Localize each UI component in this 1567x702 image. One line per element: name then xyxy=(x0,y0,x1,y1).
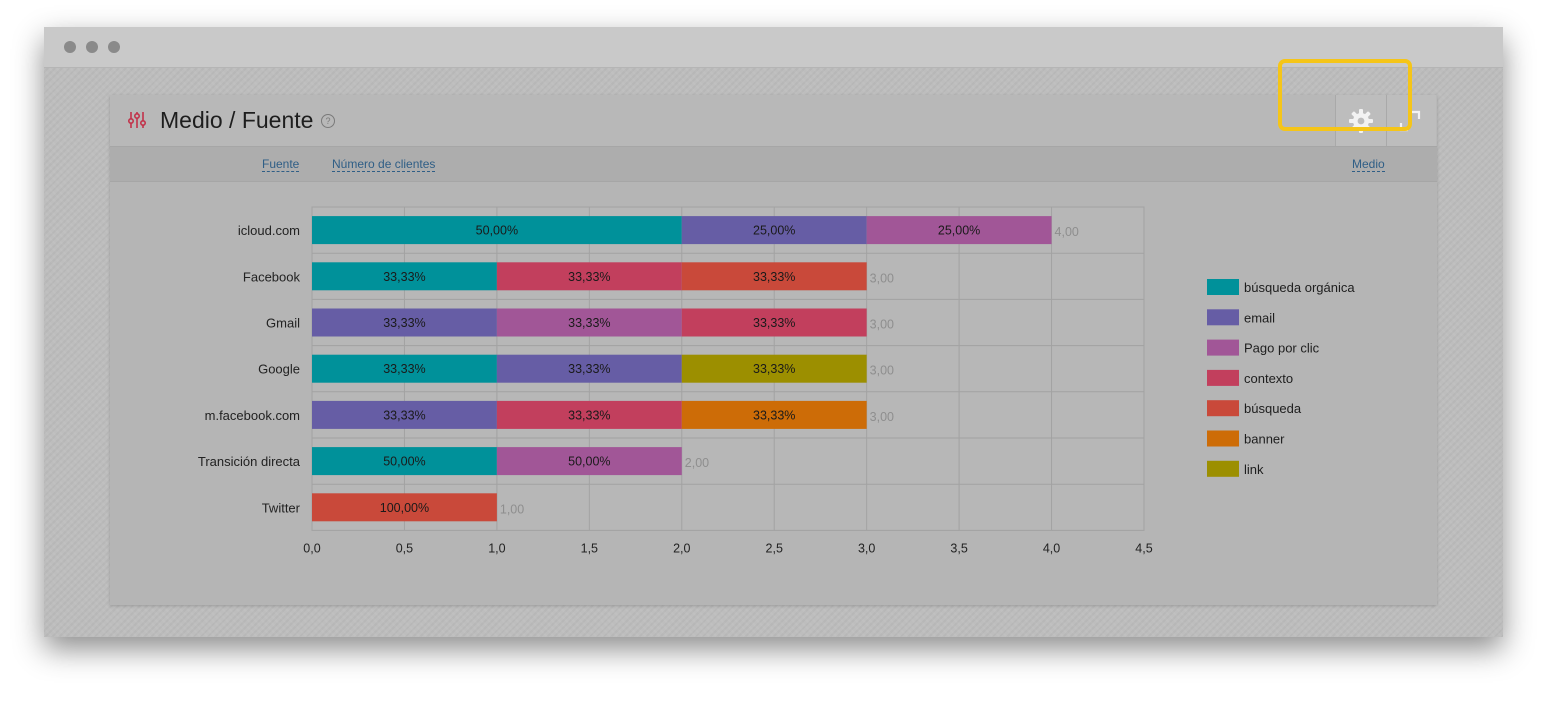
legend-label: contexto xyxy=(1244,371,1293,386)
x-tick-label: 3,0 xyxy=(858,541,875,555)
clients-metric-link[interactable]: Número de clientes xyxy=(332,157,436,172)
window-titlebar xyxy=(44,27,1503,68)
category-label: m.facebook.com xyxy=(205,408,300,423)
x-tick-label: 4,5 xyxy=(1135,541,1152,555)
bar-segment xyxy=(312,308,497,337)
category-label: icloud.com xyxy=(238,223,300,238)
stacked-bar-chart: 0,0 0,5 1,0 1,5 2,0 2,5 3,0 3,5 4,0 4,5 icloud.com… xyxy=(198,206,1355,555)
total-label: 3,00 xyxy=(870,364,894,378)
bar-segment xyxy=(312,493,497,522)
bar-segment xyxy=(866,216,1052,245)
bar-segment xyxy=(496,400,682,429)
panel-toolbar xyxy=(1335,95,1436,147)
category-label: Transición directa xyxy=(198,454,301,469)
x-tick-label: 2,5 xyxy=(766,541,783,555)
segment-label: 50,00% xyxy=(383,455,425,469)
bar-segment xyxy=(496,354,682,383)
segment-label: 50,00% xyxy=(568,455,610,469)
category-label: Gmail xyxy=(266,316,300,331)
legend-swatch xyxy=(1207,460,1239,477)
x-tick-label: 1,0 xyxy=(488,541,505,555)
bar-segment xyxy=(681,354,867,383)
segment-label: 50,00% xyxy=(476,224,518,238)
x-tick-label: 0,0 xyxy=(303,541,320,555)
bar-segment xyxy=(496,308,682,337)
segment-label: 33,33% xyxy=(568,270,610,284)
legend-swatch xyxy=(1207,279,1239,295)
segment-label: 33,33% xyxy=(568,408,610,422)
panel-title: Medio / Fuente xyxy=(160,107,314,133)
bar-segment xyxy=(496,262,682,291)
segment-label: 33,33% xyxy=(753,270,795,284)
segment-label: 33,33% xyxy=(753,408,795,422)
toolbar-highlight xyxy=(1278,59,1412,131)
sliders-icon[interactable] xyxy=(127,110,147,130)
source-dimension-link[interactable]: Fuente xyxy=(262,157,300,172)
legend-label: Pago por clic xyxy=(1244,341,1320,356)
segment-label: 33,33% xyxy=(383,362,425,376)
legend-label: banner xyxy=(1244,432,1285,447)
category-label: Facebook xyxy=(243,269,301,284)
total-label: 1,00 xyxy=(500,502,524,516)
medium-dimension-link[interactable]: Medio xyxy=(1352,157,1385,172)
legend-label: búsqueda orgánica xyxy=(1244,280,1355,295)
window-close-dot[interactable] xyxy=(64,41,76,53)
legend-swatch xyxy=(1207,430,1239,447)
x-tick-label: 0,5 xyxy=(396,541,413,555)
legend-label: link xyxy=(1244,462,1264,477)
panel-header: Medio / Fuente ? xyxy=(110,95,1437,147)
window-minimize-dot[interactable] xyxy=(86,41,98,53)
bar-segment xyxy=(681,216,867,245)
total-label: 3,00 xyxy=(870,410,894,424)
segment-label: 33,33% xyxy=(568,316,610,330)
bar-segment xyxy=(681,400,867,429)
segment-label: 33,33% xyxy=(383,408,425,422)
x-tick-label: 2,0 xyxy=(673,541,690,555)
segment-label: 33,33% xyxy=(753,316,795,330)
legend-label: email xyxy=(1244,310,1275,325)
bar-segment xyxy=(496,447,682,476)
report-panel: Medio / Fuente ? xyxy=(110,95,1437,605)
segment-label: 33,33% xyxy=(753,362,795,376)
bar-segment xyxy=(681,262,867,291)
x-tick-label: 3,5 xyxy=(950,541,967,555)
total-label: 3,00 xyxy=(870,271,894,285)
bar-segment xyxy=(681,308,867,337)
legend-swatch xyxy=(1207,400,1239,417)
segment-label: 33,33% xyxy=(383,316,425,330)
bar-segment xyxy=(312,354,497,383)
legend-swatch xyxy=(1207,339,1239,356)
bar-segment xyxy=(312,262,497,291)
total-label: 2,00 xyxy=(685,456,709,470)
bar-segment xyxy=(312,400,497,429)
chart-dimension-bar: Fuente Número de clientes Medio xyxy=(110,146,1437,182)
segment-label: 25,00% xyxy=(938,224,980,238)
toolbar-separator xyxy=(1386,95,1387,147)
x-tick-label: 1,5 xyxy=(581,541,598,555)
segment-label: 33,33% xyxy=(383,270,425,284)
bar-segment xyxy=(312,216,682,245)
window-maximize-dot[interactable] xyxy=(108,41,120,53)
segment-label: 33,33% xyxy=(568,362,610,376)
total-label: 4,00 xyxy=(1055,225,1079,239)
page-content: Medio / Fuente ? xyxy=(44,68,1503,637)
segment-label: 100,00% xyxy=(380,501,429,515)
help-icon[interactable]: ? xyxy=(321,114,335,128)
legend-swatch xyxy=(1207,369,1239,386)
category-label: Twitter xyxy=(262,500,301,515)
total-label: 3,00 xyxy=(870,318,894,332)
category-label: Google xyxy=(258,362,300,377)
browser-window: Medio / Fuente ? xyxy=(44,27,1503,637)
legend-label: búsqueda xyxy=(1244,401,1302,416)
bar-segment xyxy=(312,447,497,476)
legend-swatch xyxy=(1207,309,1239,326)
x-tick-label: 4,0 xyxy=(1043,541,1060,555)
segment-label: 25,00% xyxy=(753,224,795,238)
